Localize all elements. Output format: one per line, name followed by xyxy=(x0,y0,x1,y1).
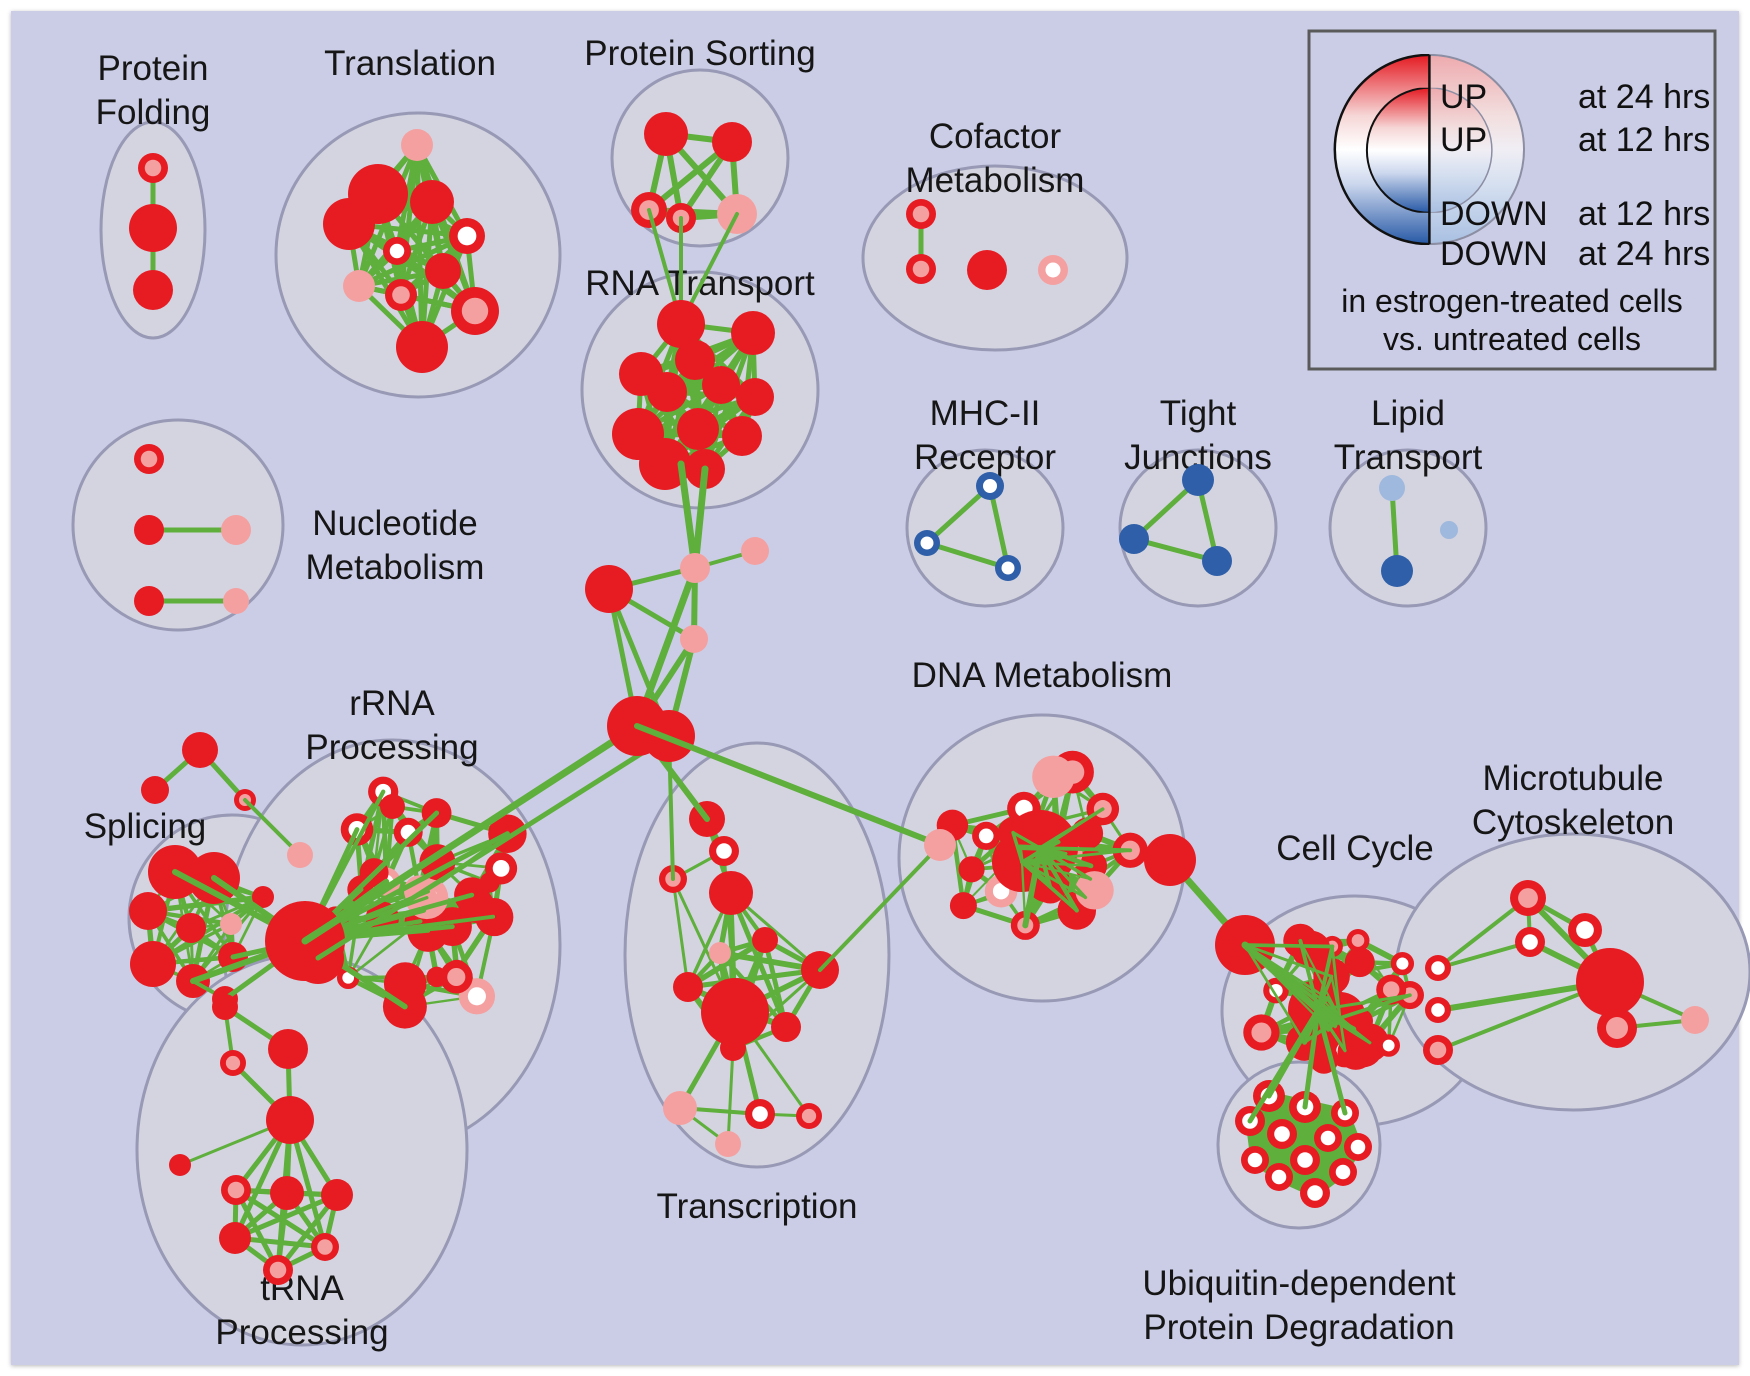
svg-text:vs. untreated cells: vs. untreated cells xyxy=(1383,321,1641,357)
svg-text:Ubiquitin-dependent: Ubiquitin-dependent xyxy=(1142,1264,1456,1303)
svg-text:Translation: Translation xyxy=(324,44,496,83)
svg-text:Transcription: Transcription xyxy=(657,1187,858,1226)
svg-text:Microtubule: Microtubule xyxy=(1483,759,1664,798)
svg-text:at 24 hrs: at 24 hrs xyxy=(1578,78,1710,116)
svg-text:Cytoskeleton: Cytoskeleton xyxy=(1472,803,1674,842)
svg-text:Tight: Tight xyxy=(1160,394,1237,433)
svg-text:Cell Cycle: Cell Cycle xyxy=(1276,829,1434,868)
svg-text:rRNA: rRNA xyxy=(349,684,435,723)
svg-text:at 24 hrs: at 24 hrs xyxy=(1578,235,1710,273)
svg-text:UP: UP xyxy=(1440,78,1487,116)
svg-text:Processing: Processing xyxy=(215,1313,388,1352)
svg-text:Nucleotide: Nucleotide xyxy=(312,504,477,543)
svg-text:Protein: Protein xyxy=(98,49,209,88)
svg-text:Receptor: Receptor xyxy=(914,438,1056,477)
svg-text:Cofactor: Cofactor xyxy=(929,117,1062,156)
svg-text:DOWN: DOWN xyxy=(1440,235,1548,273)
svg-text:in estrogen-treated cells: in estrogen-treated cells xyxy=(1341,283,1683,319)
svg-text:Transport: Transport xyxy=(1334,438,1483,477)
svg-text:Metabolism: Metabolism xyxy=(306,548,485,587)
svg-text:DNA Metabolism: DNA Metabolism xyxy=(912,656,1173,695)
svg-text:Protein Sorting: Protein Sorting xyxy=(584,34,816,73)
svg-text:Protein Degradation: Protein Degradation xyxy=(1143,1308,1454,1347)
svg-text:Processing: Processing xyxy=(305,728,478,767)
svg-text:at 12 hrs: at 12 hrs xyxy=(1578,195,1710,233)
svg-text:Folding: Folding xyxy=(96,93,211,132)
svg-text:Lipid: Lipid xyxy=(1371,394,1445,433)
svg-text:Metabolism: Metabolism xyxy=(906,161,1085,200)
svg-text:at 12 hrs: at 12 hrs xyxy=(1578,121,1710,159)
svg-text:DOWN: DOWN xyxy=(1440,195,1548,233)
svg-text:UP: UP xyxy=(1440,121,1487,159)
svg-text:Splicing: Splicing xyxy=(84,807,207,846)
svg-text:MHC-II: MHC-II xyxy=(930,394,1041,433)
